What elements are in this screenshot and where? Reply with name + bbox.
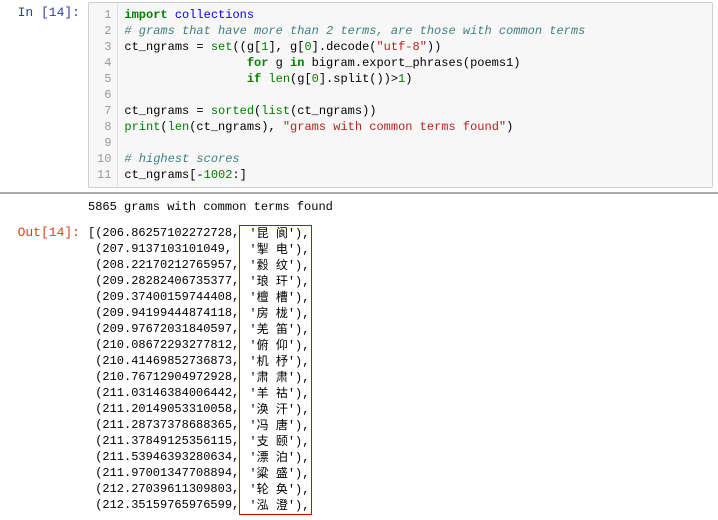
code-content[interactable]: import collections# grams that have more… <box>118 3 712 187</box>
output-cell: Out[14]: [(206.86257102272728, (207.9137… <box>0 220 718 520</box>
output-content: [(206.86257102272728, (207.9137103101049… <box>88 220 718 520</box>
code-line: # grams that have more than 2 terms, are… <box>124 23 706 39</box>
line-number: 6 <box>97 87 111 103</box>
code-line: for g in bigram.export_phrases(poems1) <box>124 55 706 71</box>
out-prompt: Out[14]: <box>0 220 88 245</box>
code-line: ct_ngrams = set((g[1], g[0].decode("utf-… <box>124 39 706 55</box>
line-number: 10 <box>97 151 111 167</box>
stdout-text: 5865 grams with common terms found <box>88 194 718 220</box>
line-number: 8 <box>97 119 111 135</box>
line-number: 4 <box>97 55 111 71</box>
code-line: ct_ngrams[-1002:] <box>124 167 706 183</box>
line-gutter: 1234567891011 <box>89 3 118 187</box>
input-cell: In [14]: 1234567891011 import collection… <box>0 0 718 190</box>
stdout-prompt-spacer <box>0 194 88 204</box>
line-number: 1 <box>97 7 111 23</box>
code-line <box>124 135 706 151</box>
line-number: 5 <box>97 71 111 87</box>
code-line <box>124 87 706 103</box>
line-number: 9 <box>97 135 111 151</box>
code-line: if len(g[0].split())>1) <box>124 71 706 87</box>
code-line: ct_ngrams = sorted(list(ct_ngrams)) <box>124 103 706 119</box>
output-text-column: '昆 阆'), '掣 电'), '縠 纹'), '琅 玕'), '檀 槽'), … <box>239 225 312 515</box>
stdout-cell: 5865 grams with common terms found <box>0 194 718 220</box>
in-prompt: In [14]: <box>0 0 88 25</box>
line-number: 7 <box>97 103 111 119</box>
line-number: 11 <box>97 167 111 183</box>
line-number: 2 <box>97 23 111 39</box>
code-line: # highest scores <box>124 151 706 167</box>
code-editor[interactable]: 1234567891011 import collections# grams … <box>88 2 713 188</box>
output-numbers-column: [(206.86257102272728, (207.9137103101049… <box>88 225 239 513</box>
line-number: 3 <box>97 39 111 55</box>
code-line: print(len(ct_ngrams), "grams with common… <box>124 119 706 135</box>
code-line: import collections <box>124 7 706 23</box>
